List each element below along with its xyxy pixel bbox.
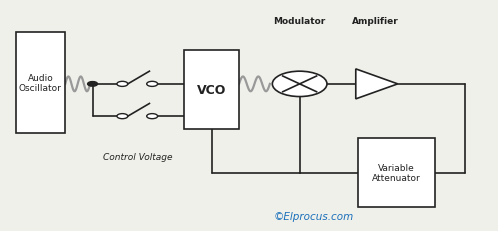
Text: ©Elprocus.com: ©Elprocus.com bbox=[273, 212, 354, 222]
Text: Control Voltage: Control Voltage bbox=[103, 152, 172, 161]
Circle shape bbox=[117, 114, 128, 119]
Polygon shape bbox=[356, 70, 398, 99]
Circle shape bbox=[117, 82, 128, 87]
Text: Modulator: Modulator bbox=[273, 17, 326, 26]
Text: Variable
Attenuator: Variable Attenuator bbox=[373, 163, 421, 182]
Circle shape bbox=[147, 82, 158, 87]
Text: Amplifier: Amplifier bbox=[352, 17, 398, 26]
Bar bbox=[184, 51, 239, 129]
Text: Audio
Oscillator: Audio Oscillator bbox=[19, 74, 62, 93]
Circle shape bbox=[272, 72, 327, 97]
Text: VCO: VCO bbox=[197, 84, 227, 97]
Bar bbox=[358, 138, 435, 207]
Circle shape bbox=[88, 82, 98, 87]
Circle shape bbox=[147, 114, 158, 119]
Bar bbox=[15, 33, 65, 134]
